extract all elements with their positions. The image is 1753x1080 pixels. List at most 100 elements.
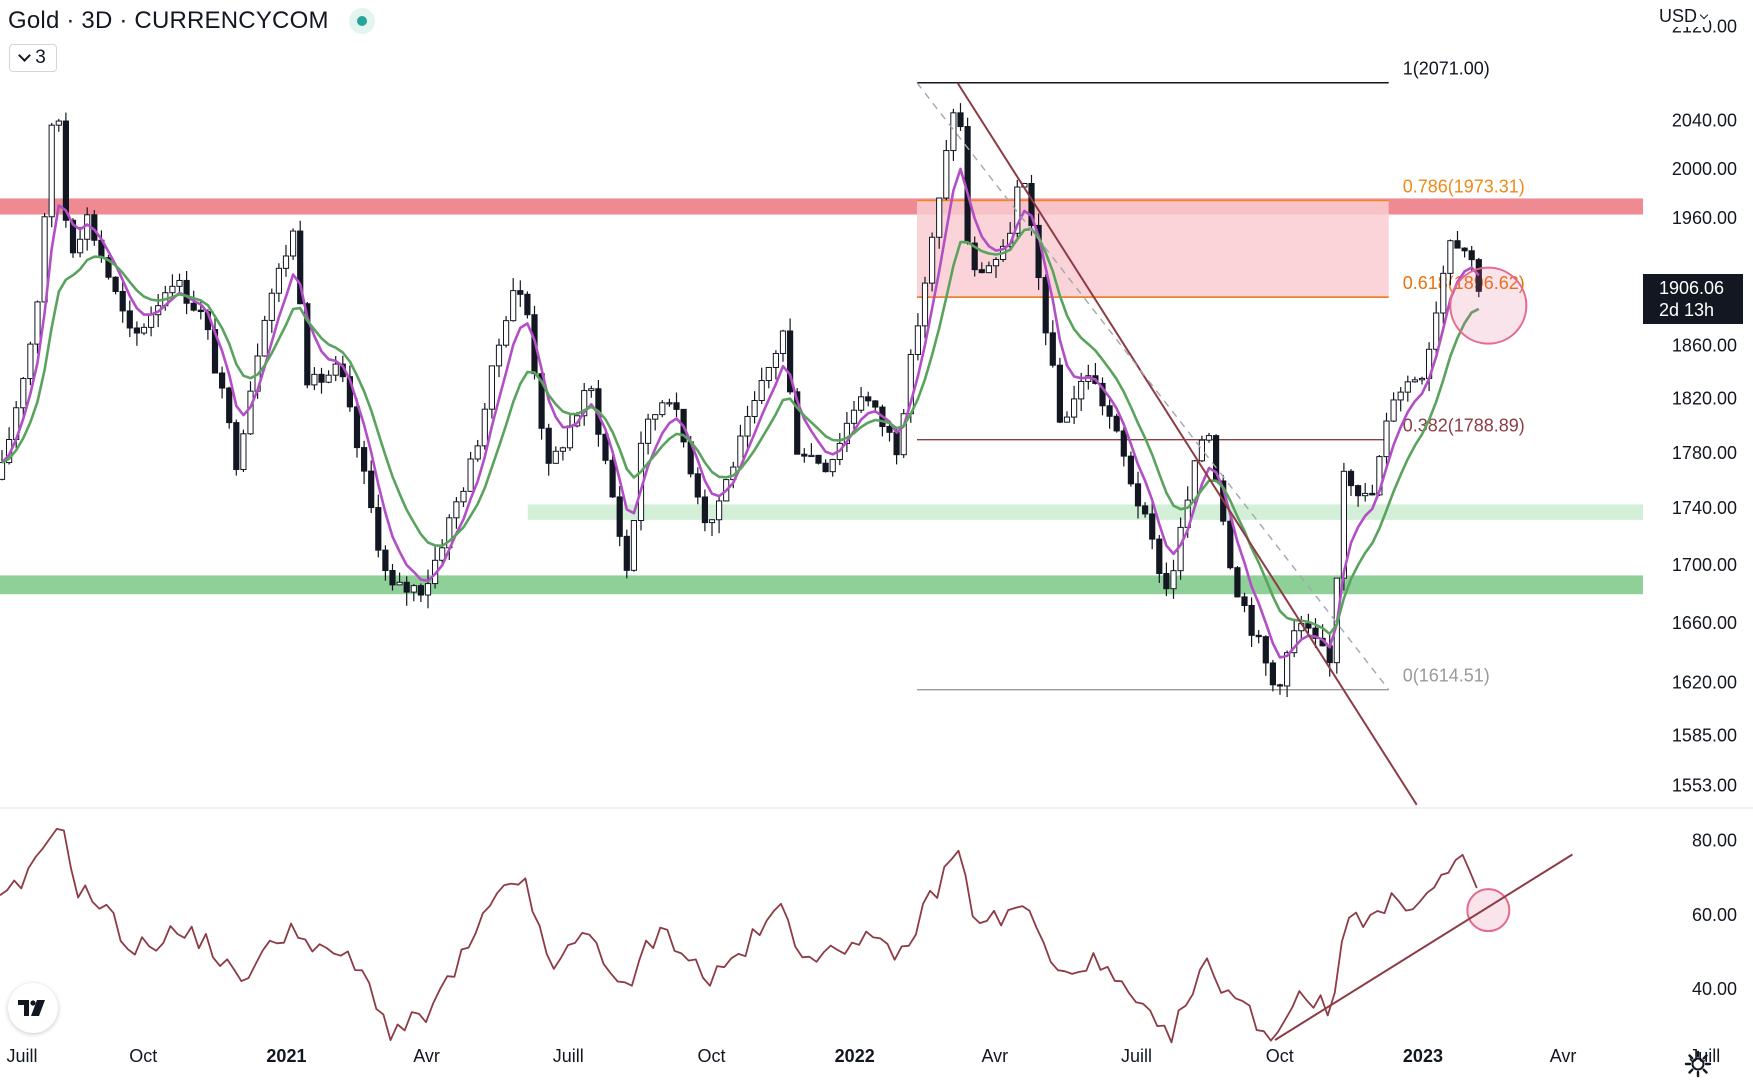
candle — [1362, 482, 1369, 502]
candle — [1071, 385, 1078, 425]
rsi-pane[interactable] — [0, 807, 1753, 1044]
candle — [382, 545, 389, 581]
candle — [1120, 427, 1127, 467]
candle-body — [872, 400, 879, 408]
candle-body — [815, 454, 822, 464]
indicators-collapse-button[interactable]: 3 — [9, 44, 57, 72]
candle-body — [403, 581, 410, 593]
candle-body — [1056, 364, 1064, 423]
zones-layer — [0, 198, 1643, 595]
candle — [460, 487, 467, 507]
price-tick-label: 2040.00 — [1672, 111, 1737, 131]
market-open-status-icon — [348, 8, 375, 34]
time-tick-label: Avr — [981, 1046, 1008, 1066]
candle — [829, 458, 836, 477]
candle-body — [1291, 630, 1298, 654]
candle — [1269, 659, 1277, 692]
candle — [929, 232, 936, 292]
candle-body — [140, 326, 148, 334]
price-tick-label: 1660.00 — [1672, 613, 1737, 633]
candle-body — [708, 519, 716, 524]
candle — [275, 263, 282, 303]
fibonacci-retracement[interactable]: 1(2071.00) 0.786(1973.31) 0.618(1896.62) 0.… — [916, 59, 1525, 691]
time-tick-label: Juill — [553, 1046, 584, 1066]
candle — [985, 261, 992, 274]
candle-body — [382, 549, 389, 572]
candle-body — [772, 352, 779, 368]
candle-body — [1454, 240, 1461, 249]
candle — [581, 382, 588, 426]
candle — [169, 274, 176, 298]
candle-body — [588, 388, 595, 392]
time-tick-label: Juill — [6, 1046, 37, 1066]
axes-layer: 2120.002040.002000.001960.001860.001820.… — [6, 17, 1737, 1066]
candle-body — [275, 267, 282, 294]
candle-body — [1205, 435, 1213, 441]
candle-body — [1071, 398, 1078, 418]
candle — [1113, 413, 1120, 433]
candle-body — [1063, 416, 1071, 423]
candle-body — [1042, 277, 1049, 334]
candle-body — [921, 282, 929, 327]
candle — [1106, 396, 1113, 429]
candle-body — [169, 285, 176, 294]
candle-body — [133, 327, 141, 334]
candle — [1440, 265, 1447, 324]
candle-body — [197, 309, 204, 313]
price-tick-label: 1960.00 — [1672, 208, 1737, 228]
candle-body — [929, 236, 936, 284]
candle — [524, 291, 531, 319]
candle — [268, 288, 275, 333]
candle-body — [1227, 520, 1234, 569]
candle — [708, 519, 716, 537]
minor-support-zone — [527, 504, 1643, 520]
candle-body — [822, 462, 829, 473]
tradingview-logo-icon[interactable] — [8, 983, 58, 1033]
candle-body — [62, 120, 69, 221]
candle-body — [1362, 492, 1369, 497]
candle-body — [602, 433, 609, 461]
trendlines-layer[interactable] — [916, 82, 1418, 806]
candle — [503, 316, 510, 348]
candle-body — [1475, 259, 1482, 292]
candle-body — [261, 319, 268, 357]
candle — [439, 539, 446, 563]
candle-body — [652, 414, 659, 420]
candle-body — [318, 373, 325, 383]
price-tick-label: 1585.00 — [1672, 726, 1737, 746]
candle-body — [410, 585, 417, 593]
candle-body — [353, 406, 361, 449]
candle — [1170, 559, 1177, 599]
candle-body — [1156, 538, 1163, 575]
candle — [126, 300, 133, 338]
candle — [1276, 683, 1284, 695]
candle-body — [219, 372, 226, 389]
candle — [226, 386, 233, 429]
candle-body — [1411, 379, 1419, 383]
candle-body — [779, 330, 787, 354]
candle — [1127, 451, 1135, 487]
time-tick-label: Oct — [1266, 1046, 1294, 1066]
candle-body — [808, 454, 815, 458]
tradingview-logo-glyph — [18, 1000, 45, 1016]
candle-body — [694, 473, 701, 498]
candle — [1149, 500, 1156, 550]
candle-body — [1347, 470, 1355, 487]
currency-selector[interactable]: USD — [1657, 6, 1710, 27]
candle-body — [616, 496, 623, 537]
candle-body — [417, 585, 424, 596]
candle-body — [55, 120, 62, 126]
candle-body — [1134, 483, 1142, 507]
candle — [233, 419, 240, 476]
candle — [361, 440, 368, 485]
moving-averages-layer — [1, 167, 1480, 659]
candle-body — [1440, 272, 1447, 314]
symbol-title[interactable]: Gold · 3D · CURRENCYCOM — [8, 7, 329, 34]
gear-icon[interactable] — [1684, 1050, 1712, 1078]
candle-body — [1149, 513, 1156, 540]
candle-body — [1255, 634, 1262, 638]
candle-body — [1170, 570, 1177, 590]
candle — [787, 318, 794, 395]
price-tick-label: 2000.00 — [1672, 159, 1737, 179]
